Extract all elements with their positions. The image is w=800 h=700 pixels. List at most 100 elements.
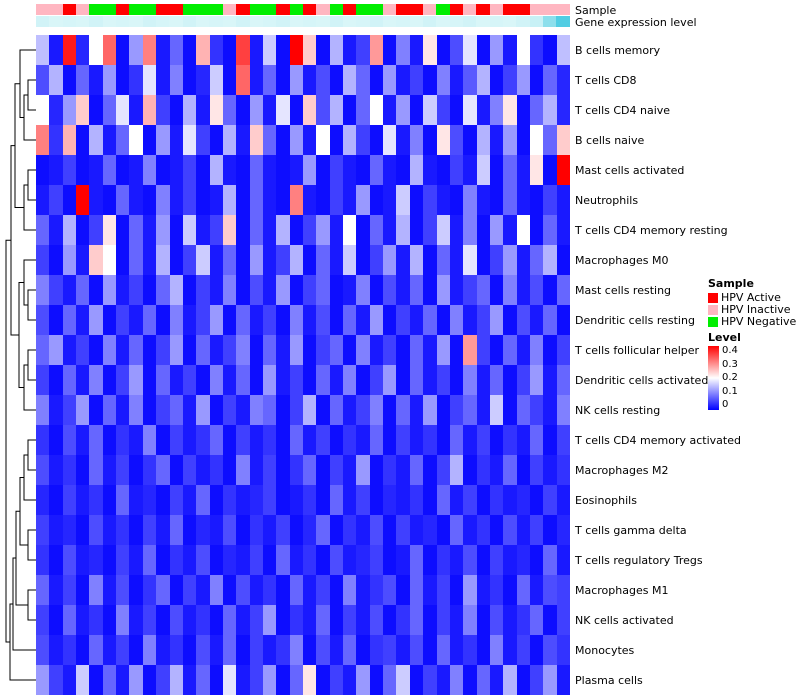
heatmap-cell	[62, 425, 77, 455]
sample-annotation-cell	[302, 4, 317, 15]
heatmap-cell	[89, 185, 103, 215]
row-label: Plasma cells	[575, 673, 643, 687]
heatmap-cell	[36, 455, 50, 485]
heatmap-cell	[503, 395, 517, 425]
heatmap-cell	[89, 215, 103, 245]
heatmap-cell	[62, 575, 77, 605]
heatmap-cell	[463, 155, 477, 185]
heatmap-cell	[396, 155, 410, 185]
heatmap-cell	[383, 425, 397, 455]
heatmap-cell	[209, 485, 223, 515]
heatmap-cell	[209, 455, 223, 485]
heatmap-cell	[303, 425, 317, 455]
heatmap-cell	[236, 575, 250, 605]
heatmap-cell	[436, 605, 450, 635]
heatmap-cell	[529, 35, 544, 65]
heatmap-cell	[196, 95, 210, 125]
heatmap-cell	[383, 395, 397, 425]
heatmap-cell	[262, 185, 277, 215]
heatmap-cell	[409, 515, 424, 545]
heatmap-cell	[529, 155, 544, 185]
sample-annotation-cell	[249, 4, 263, 15]
heatmap-cell	[503, 95, 517, 125]
heatmap-cell	[182, 635, 197, 665]
heatmap-cell	[209, 155, 223, 185]
heatmap-cell	[489, 485, 504, 515]
heatmap-cell	[396, 395, 410, 425]
heatmap-cell	[142, 185, 157, 215]
heatmap-cell	[36, 335, 50, 365]
heatmap-cell	[369, 545, 384, 575]
heatmap-cell	[209, 425, 223, 455]
heatmap-cell	[142, 455, 157, 485]
heatmap-cell	[383, 185, 397, 215]
heatmap-cell	[316, 515, 330, 545]
gene-expression-annotation-label: Gene expression level	[575, 16, 697, 29]
heatmap-cell	[249, 545, 263, 575]
heatmap-cell	[196, 545, 210, 575]
row-label: Dendritic cells resting	[575, 313, 695, 327]
heatmap-cell	[436, 185, 450, 215]
heatmap-cell	[383, 635, 397, 665]
heatmap-cell	[476, 365, 490, 395]
sample-annotation-cell	[356, 4, 370, 15]
heatmap-cell	[489, 245, 504, 275]
heatmap-cell	[62, 605, 77, 635]
heatmap-cell	[209, 65, 223, 95]
heatmap-cell	[209, 635, 223, 665]
heatmap-cell	[129, 395, 143, 425]
heatmap-cell	[36, 365, 50, 395]
heatmap-cell	[89, 365, 103, 395]
heatmap-cell	[142, 545, 157, 575]
heatmap-cell	[436, 155, 450, 185]
heatmap-cell	[489, 365, 504, 395]
heatmap-cell	[396, 35, 410, 65]
heatmap-cell	[116, 635, 130, 665]
heatmap-cell	[303, 365, 317, 395]
heatmap-cell	[529, 65, 544, 95]
row-dendrogram	[4, 35, 36, 695]
heatmap-cell	[503, 665, 517, 695]
heatmap-cell	[142, 575, 157, 605]
heatmap-cell	[543, 35, 557, 65]
heatmap-cell	[102, 155, 117, 185]
heatmap-cell	[476, 185, 490, 215]
heatmap-cell	[383, 95, 397, 125]
heatmap-cell	[249, 305, 263, 335]
heatmap-cell	[36, 635, 50, 665]
heatmap-cell	[423, 395, 437, 425]
heatmap-cell	[476, 425, 490, 455]
heatmap-cell	[463, 65, 477, 95]
heatmap-cell	[102, 35, 117, 65]
heatmap-cell	[489, 515, 504, 545]
heatmap-cell	[262, 485, 277, 515]
expression-annotation-cell	[156, 16, 170, 27]
heatmap-cell	[316, 425, 330, 455]
heatmap-cell	[396, 305, 410, 335]
heatmap-cell	[276, 545, 290, 575]
sample-annotation-cell	[209, 4, 223, 15]
heatmap-cell	[449, 125, 464, 155]
heatmap-cell	[423, 95, 437, 125]
row-label: T cells CD4 naive	[575, 103, 671, 117]
heatmap-cell	[129, 125, 143, 155]
sample-annotation-cell	[329, 4, 343, 15]
heatmap-cell	[222, 395, 237, 425]
heatmap-cell	[356, 575, 370, 605]
heatmap-cell	[76, 665, 90, 695]
heatmap-cell	[449, 305, 464, 335]
heatmap-cell	[236, 665, 250, 695]
heatmap-cell	[49, 125, 63, 155]
sample-annotation-cell	[36, 4, 50, 15]
heatmap-cell	[463, 335, 477, 365]
heatmap-cell	[369, 395, 384, 425]
heatmap-cell	[409, 185, 424, 215]
heatmap-cell	[236, 215, 250, 245]
heatmap-cell	[102, 275, 117, 305]
heatmap-cell	[543, 515, 557, 545]
heatmap-cell	[196, 275, 210, 305]
heatmap-cell	[102, 185, 117, 215]
heatmap-cell	[329, 425, 344, 455]
heatmap-cell	[529, 365, 544, 395]
heatmap-cell	[409, 275, 424, 305]
